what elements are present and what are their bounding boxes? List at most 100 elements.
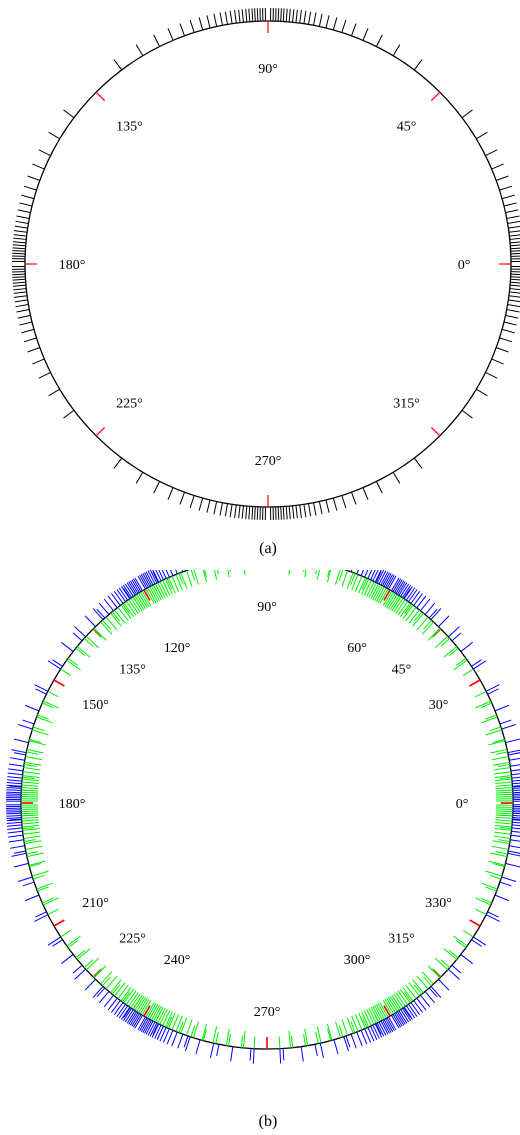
tick-blue-cluster-b [413,593,424,606]
angle-label-315: 315° [388,931,415,946]
tick-blue-cluster-b [364,1028,372,1043]
tick-green-cluster-b [213,570,218,580]
tick-green-cluster-b [495,816,513,819]
tick-blue-cluster-b [7,827,23,830]
tick-blue-cluster-b [8,763,24,767]
tick-green-cluster-b [494,771,512,775]
tick-blue-cluster-b [126,1010,136,1024]
tick-black-a [303,10,307,24]
tick-black-a [461,109,473,119]
tick-blue-b [428,987,438,998]
tick-green-b [462,668,474,676]
tick-blue-cluster-b [510,769,520,772]
tick-blue-cluster-b [512,782,520,785]
tick-green-cluster-b [399,988,411,1004]
tick-blue-cluster-b [424,602,436,615]
tick-blue-cluster-b [378,570,387,585]
tick-green-cluster-b [377,587,387,603]
tick-blue-cluster-b [6,811,22,813]
tick-blue-cluster-b [386,1017,395,1032]
tick-green-cluster-b [372,584,382,601]
tick-blue-b [152,571,159,583]
tick-green-b [499,776,512,780]
tick-blue-b [471,659,482,667]
tick-black-a [219,502,223,516]
tick-green-b [26,851,39,855]
tick-green-cluster-b [26,852,44,858]
tick-blue-cluster-b [386,574,395,589]
tick-green-cluster-b [117,984,129,999]
tick-blue-b [403,1007,411,1018]
tick-blue-cluster-b [460,641,473,652]
tick-blue-b [375,571,382,583]
tick-blue-b [96,987,106,998]
tick-black-a [12,281,26,284]
tick-black-a [13,237,27,240]
tick-blue-cluster-b [507,749,520,754]
tick-green-cluster-b [495,814,513,817]
tick-green-cluster-b [389,595,400,611]
tick-blue-cluster-b [17,724,33,730]
tick-green-b [111,984,121,995]
tick-black-a [332,497,338,511]
tick-green-cluster-b [493,766,511,771]
tick-blue-cluster-b [392,578,402,592]
tick-green-cluster-b [149,586,159,602]
tick-blue-cluster-b [195,1039,201,1055]
tick-blue-cluster-b [438,615,450,627]
tick-green-cluster-b [138,997,148,1014]
tick-black-a [251,8,254,22]
tick-blue-cluster-b [210,1043,215,1058]
tick-green-b [29,738,42,743]
tick-green-b [423,976,432,987]
tick-green-cluster-b [412,612,424,627]
tick-blue-b [512,785,520,788]
tick-blue-cluster-b [145,1020,154,1035]
tick-green-b [202,1028,207,1041]
polar-diagram-a: 90° 45° 135° 180° 0° 225° 315° 270° (a) [12,8,520,557]
tick-blue-cluster-b [507,852,520,857]
tick-green-cluster-b [31,870,49,877]
tick-blue-cluster-b [402,1008,412,1022]
tick-black-a [295,505,298,519]
tick-green-b [178,1021,184,1033]
tick-green-b [338,1025,344,1038]
tick-green-cluster-b [134,995,145,1011]
tick-blue-cluster-b [8,834,24,838]
tick-green-cluster-b [363,580,372,596]
tick-blue-cluster-b [98,602,110,615]
tick-blue-cluster-b [370,570,376,581]
tick-black-a [285,8,288,22]
tick-black-a [491,358,504,365]
tick-green-cluster-b [26,748,44,754]
tick-green-b [37,886,49,892]
tick-blue-cluster-b [110,1000,121,1013]
tick-green-cluster-b [139,999,150,1015]
tick-blue-cluster-b [473,936,487,946]
tick-green-cluster-b [402,987,414,1002]
tick-green-b [492,738,505,743]
tick-blue-cluster-b [98,991,110,1004]
tick-green-cluster-b [384,591,395,607]
tick-blue-b [52,939,63,947]
tick-green-cluster-b [192,1021,199,1038]
tick-black-a [48,131,60,140]
angle-label-30: 30° [429,698,449,713]
tick-green-cluster-b [132,596,143,612]
tick-green-cluster-b [242,1030,246,1048]
tick-blue-cluster-b [391,577,400,592]
tick-blue-cluster-b [134,577,143,592]
tick-black-a [508,230,520,233]
tick-black-a [251,506,254,520]
tick-black-a [308,503,312,517]
tick-black-a [206,499,211,513]
tick-blue-b [403,588,411,599]
tick-blue-cluster-b [510,834,520,837]
tick-black-a [13,291,27,294]
tick-green-cluster-b [157,582,166,599]
tick-blue-cluster-b [402,584,412,598]
tick-black-a [476,388,488,397]
tick-blue-cluster-b [383,1019,392,1033]
tick-green-cluster-b [475,897,492,906]
tick-green-cluster-b [402,604,414,619]
